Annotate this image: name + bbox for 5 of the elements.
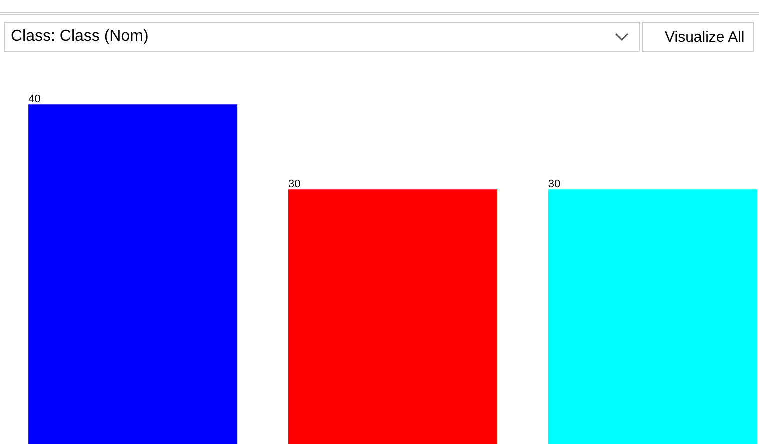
button: Visualize All	[642, 22, 754, 52]
data-label: 30	[288, 178, 301, 191]
dropdown: Class: Class (Nom)	[4, 22, 640, 52]
data-label: 40	[28, 94, 41, 106]
data-label: 30	[548, 178, 561, 191]
